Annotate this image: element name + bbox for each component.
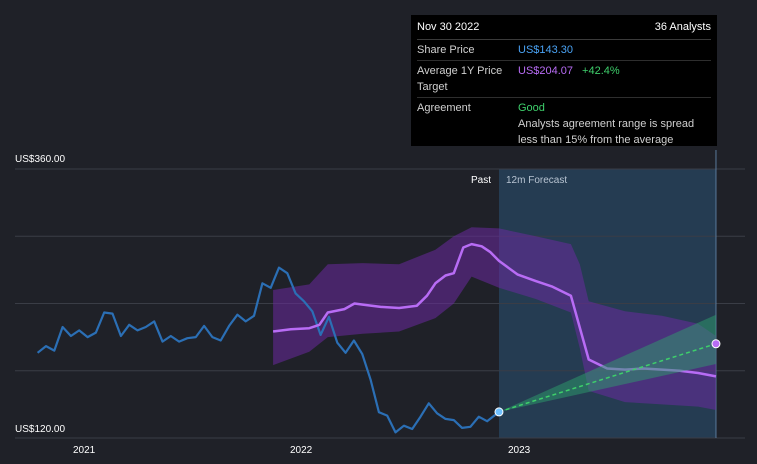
- past-label: Past: [471, 175, 491, 186]
- y-tick-label: US$120.00: [15, 424, 65, 435]
- tooltip-panel: Nov 30 2022 36 Analysts Share Price US$1…: [411, 15, 717, 146]
- analyst-count: 36 Analysts: [654, 21, 711, 33]
- tooltip-header: Nov 30 2022 36 Analysts: [417, 15, 711, 40]
- x-tick-label: 2022: [290, 445, 313, 456]
- forecast-label: 12m Forecast: [506, 175, 567, 186]
- agreement-label: Agreement: [417, 102, 471, 114]
- x-tick-label: 2023: [508, 445, 531, 456]
- share-price-value: US$143.30: [518, 44, 574, 56]
- tooltip-date: Nov 30 2022: [417, 21, 480, 33]
- price-target-label: Average 1Y Price Target: [417, 65, 503, 93]
- agreement-note: Analysts agreement range is spread less …: [518, 118, 695, 146]
- agreement-row: Agreement Good Analysts agreement range …: [417, 98, 711, 150]
- price-target-change: +42.4%: [582, 65, 620, 77]
- share-price-row: Share Price US$143.30: [417, 40, 711, 61]
- y-tick-label: US$360.00: [15, 154, 65, 165]
- agreement-value: Good: [518, 102, 545, 114]
- share-price-label: Share Price: [417, 44, 475, 56]
- current-price-marker: [494, 407, 504, 417]
- forecast-cone: [498, 314, 716, 412]
- target-price-marker: [711, 339, 721, 349]
- price-target-row: Average 1Y Price Target US$204.07 +42.4%: [417, 61, 711, 98]
- x-tick-label: 2021: [73, 445, 96, 456]
- price-target-value: US$204.07: [518, 65, 574, 77]
- share-price-line: [36, 266, 500, 434]
- forecast-dashed-line: [498, 343, 717, 413]
